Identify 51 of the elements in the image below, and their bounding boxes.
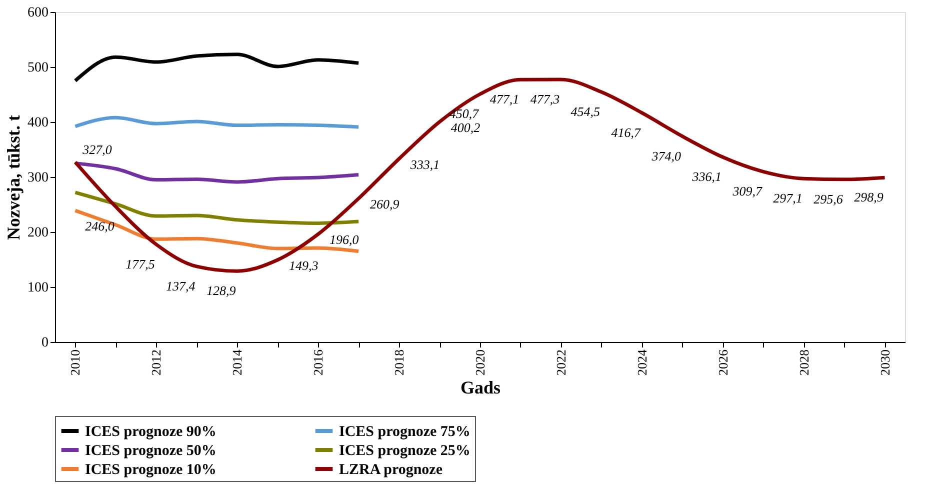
x-tick-label: 2028	[796, 350, 812, 376]
data-label: 297,1	[773, 190, 802, 206]
data-label: 260,9	[370, 196, 400, 212]
data-label: 309,7	[732, 184, 762, 199]
y-tick-label: 400	[28, 116, 48, 130]
data-label: 477,3	[530, 91, 560, 106]
y-tick-label: 0	[42, 336, 48, 350]
legend-label: ICES prognoze 25%	[339, 443, 470, 459]
data-label: 374,0	[650, 148, 682, 164]
data-label: 333,1	[409, 156, 440, 172]
legend-label: ICES prognoze 50%	[85, 443, 216, 459]
data-label: 336,1	[691, 169, 722, 184]
line-series	[73, 208, 360, 253]
data-label: 454,5	[570, 104, 601, 120]
x-tick-label: 2016	[310, 349, 326, 376]
data-label: 149,3	[288, 258, 319, 273]
data-label: 128,9	[206, 283, 236, 298]
data-label: 137,4	[166, 278, 196, 294]
data-label: 298,9	[854, 190, 884, 205]
data-label: 177,5	[126, 256, 156, 272]
y-tick-label: 300	[28, 170, 48, 186]
y-tick-label: 200	[28, 226, 48, 240]
legend-label: ICES prognoze 90%	[85, 424, 216, 440]
x-tick-label: 2010	[68, 350, 83, 376]
x-axis-title: Gads	[460, 378, 501, 398]
data-label: 327,0	[82, 142, 112, 158]
data-label: 246,0	[85, 218, 115, 234]
line-series	[73, 116, 360, 129]
legend-label: ICES prognoze 75%	[339, 424, 470, 440]
x-tick-label: 2012	[148, 350, 164, 376]
legend-label: ICES prognoze 10%	[85, 462, 216, 478]
y-tick-label: 500	[28, 60, 48, 76]
y-tick-label: 600	[28, 6, 48, 20]
data-label: 450,7	[449, 106, 480, 122]
data-label: 196,0	[329, 232, 360, 248]
x-tick-label: 2030	[877, 350, 892, 376]
line-series	[73, 52, 360, 82]
x-tick-label: 2022	[553, 350, 568, 376]
x-tick-label: 2018	[392, 350, 407, 376]
line-series	[73, 78, 887, 273]
data-label: 400,2	[450, 120, 481, 135]
x-tick-label: 2014	[230, 349, 245, 376]
x-tick-label: 2026	[715, 349, 730, 376]
y-axis-title: Nozveja, tūkst. t	[4, 115, 24, 240]
data-label: 295,6	[814, 191, 844, 206]
data-label: 416,7	[611, 124, 642, 140]
legend-label: LZRA prognoze	[339, 462, 443, 478]
x-tick-label: 2024	[634, 349, 650, 376]
x-tick-label: 2020	[472, 350, 488, 376]
y-tick-label: 100	[28, 280, 48, 296]
data-label: 477,1	[490, 92, 520, 107]
